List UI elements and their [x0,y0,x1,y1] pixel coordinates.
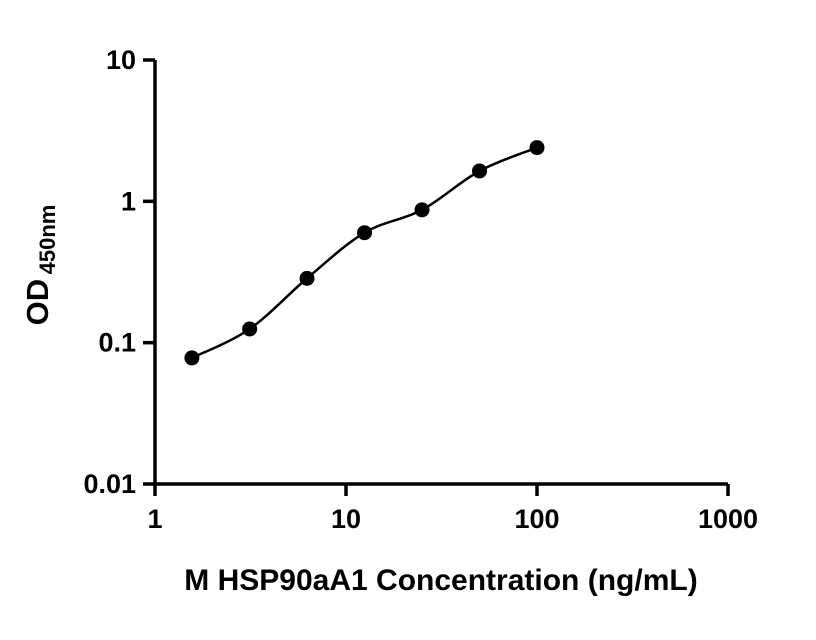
data-point [357,225,373,241]
y-tick-label: 10 [106,45,136,75]
data-point [529,140,545,156]
x-tick-label: 1 [147,504,162,534]
data-point [299,270,315,286]
x-axis-title: M HSP90aA1 Concentration (ng/mL) [184,564,697,597]
y-axis-title-subscript: 450nm [35,205,60,275]
y-tick-label: 0.1 [98,328,136,358]
y-tick-label: 0.01 [83,469,136,499]
data-point [242,321,258,337]
axes [153,60,728,486]
data-series [184,140,545,366]
x-tick-label: 10 [331,504,361,534]
y-tick-label: 1 [121,186,136,216]
axis-spine [153,60,728,486]
x-tick-label: 1000 [698,504,758,534]
data-point [472,163,488,179]
data-point [184,350,200,366]
y-axis-title: OD 450nm [20,205,60,326]
axis-tick-labels: 1 10 100 1000 0.01 0.1 1 10 [83,45,758,534]
axis-ticks [143,58,730,496]
x-tick-label: 100 [514,504,559,534]
data-point [414,202,430,218]
y-axis-title-main: OD [20,279,55,326]
